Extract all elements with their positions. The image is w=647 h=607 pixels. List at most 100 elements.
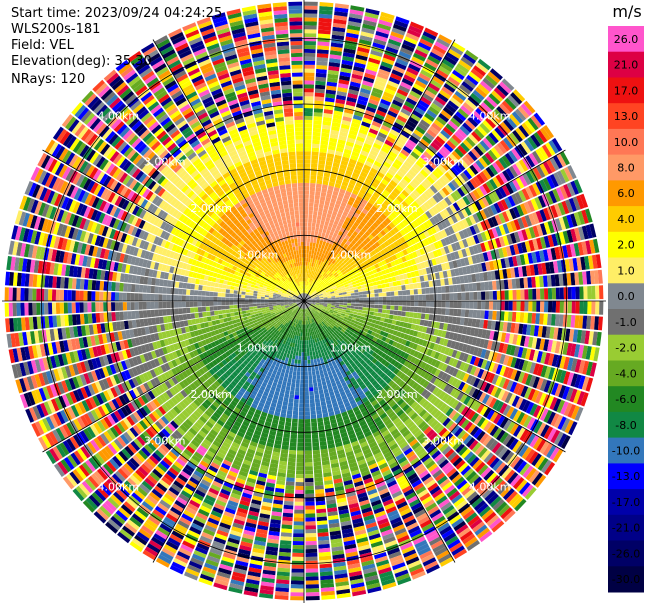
range-gate [420,96,432,106]
range-gate [353,221,360,228]
range-gate [408,25,423,34]
range-gate [319,369,324,375]
range-gate [316,277,321,282]
range-gate [300,375,304,380]
range-gate [536,288,541,300]
range-gate [281,528,292,534]
range-gate [405,306,411,312]
range-gate [317,41,330,47]
range-gate [385,172,394,180]
range-gate [343,194,350,200]
range-gate [356,245,363,251]
range-gate [342,270,347,275]
range-gate [292,552,304,557]
range-gate [329,177,336,183]
range-gate [315,287,320,291]
range-gate [530,134,541,148]
range-gate [308,383,314,388]
range-gate [477,58,491,71]
range-gate [304,111,313,117]
range-gate [343,303,348,306]
range-gate [341,287,346,291]
range-gate [440,238,448,247]
range-gate [304,230,308,235]
range-gate [534,196,543,210]
range-gate [358,306,363,310]
range-gate [475,107,487,119]
range-gate [539,209,547,222]
range-gate [451,233,459,243]
range-gate [392,162,401,170]
range-gate [305,482,314,487]
range-gate [388,204,396,212]
range-gate [331,194,338,200]
range-gate [293,521,304,526]
range-gate [408,154,418,163]
range-gate [459,84,472,95]
range-gate [333,279,338,284]
range-gate [528,301,533,312]
range-gate [463,169,473,180]
range-gate [338,260,343,265]
range-gate [440,229,448,238]
range-gate [430,102,442,113]
range-gate [346,96,357,103]
range-gate [370,91,382,99]
range-gate [340,201,347,208]
range-gate [454,147,465,158]
range-gate [369,311,374,316]
range-gate [396,155,405,164]
range-gate [444,184,454,194]
range-gate [357,205,364,212]
range-gate [310,287,314,292]
range-gate [481,291,486,300]
range-gate [485,166,495,178]
range-gate [469,191,478,202]
range-gate [333,288,338,292]
range-gate [543,207,551,221]
range-gate [403,234,410,242]
range-gate [524,214,533,227]
range-gate [325,260,330,265]
range-gate [304,147,312,152]
range-gate [394,20,409,29]
range-gate [507,195,516,207]
range-gate [292,541,304,546]
range-gate [413,236,420,244]
range-gate [322,124,331,130]
range-gate [439,210,447,220]
range-gate [494,127,505,139]
range-gate [351,271,357,276]
range-gate [377,23,392,31]
range-gate [328,267,333,272]
range-gate [381,95,393,103]
range-gate [389,129,400,137]
range-gate [429,251,435,259]
range-gate [415,186,424,195]
range-gate [358,175,366,182]
range-gate [316,68,327,74]
range-gate [332,26,346,33]
range-gate [347,20,362,28]
range-gate [305,541,317,546]
range-gate [465,153,475,164]
range-gate [316,374,321,379]
range-gate [449,308,454,316]
range-gate [327,251,332,257]
range-gate [356,103,367,110]
range-gate [545,142,556,156]
range-gate [351,73,363,80]
range-gate [336,253,341,258]
range-gate [446,156,456,166]
range-gate [304,391,309,396]
range-gate [305,285,308,290]
range-gate [329,133,339,139]
range-gate [332,286,337,290]
range-gate [296,470,304,475]
range-gate [313,271,317,276]
range-gate [400,130,411,139]
range-gate [467,116,479,128]
range-gate [417,141,427,151]
range-gate [306,289,309,294]
